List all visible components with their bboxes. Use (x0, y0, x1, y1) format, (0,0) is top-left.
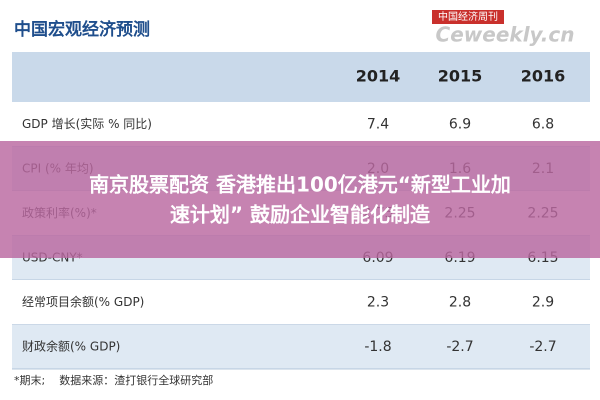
watermark-cn: 中国经济周刊 (438, 10, 498, 23)
cell-value: -2.7 (529, 339, 556, 355)
column-header: 2014 (356, 67, 401, 86)
cell-value: 6.9 (449, 116, 471, 132)
row-label: 经常项目余额(% GDP) (22, 294, 144, 309)
banner-line: 南京股票配资 香港推出100亿港元“新型工业加 (89, 173, 511, 197)
footnote: *期末; 数据来源：渣打银行全球研究部 (14, 373, 213, 387)
banner (0, 141, 600, 258)
watermark-badge (432, 10, 504, 24)
table-row (12, 324, 590, 369)
cell-value: -2.7 (446, 339, 473, 355)
cell-value: 6.8 (532, 116, 554, 132)
cell-value: 7.4 (367, 116, 389, 132)
banner-line: 速计划” 鼓励企业智能化制造 (170, 203, 431, 227)
cell-value: 2.3 (367, 294, 389, 310)
row-label: 财政余额(% GDP) (22, 338, 120, 353)
cell-value: 2.9 (532, 294, 554, 310)
column-header: 2016 (521, 67, 566, 86)
row-label: GDP 增长(实际 % 同比) (22, 116, 152, 131)
table-row (12, 280, 590, 325)
title: 中国宏观经济预测 (14, 19, 150, 40)
cell-value: 2.8 (449, 294, 471, 310)
table-row (12, 102, 590, 147)
column-header: 2015 (438, 67, 483, 86)
header-row (12, 52, 590, 102)
watermark-en: Ceweekly.cn (436, 23, 575, 47)
cell-value: -1.8 (364, 339, 391, 355)
